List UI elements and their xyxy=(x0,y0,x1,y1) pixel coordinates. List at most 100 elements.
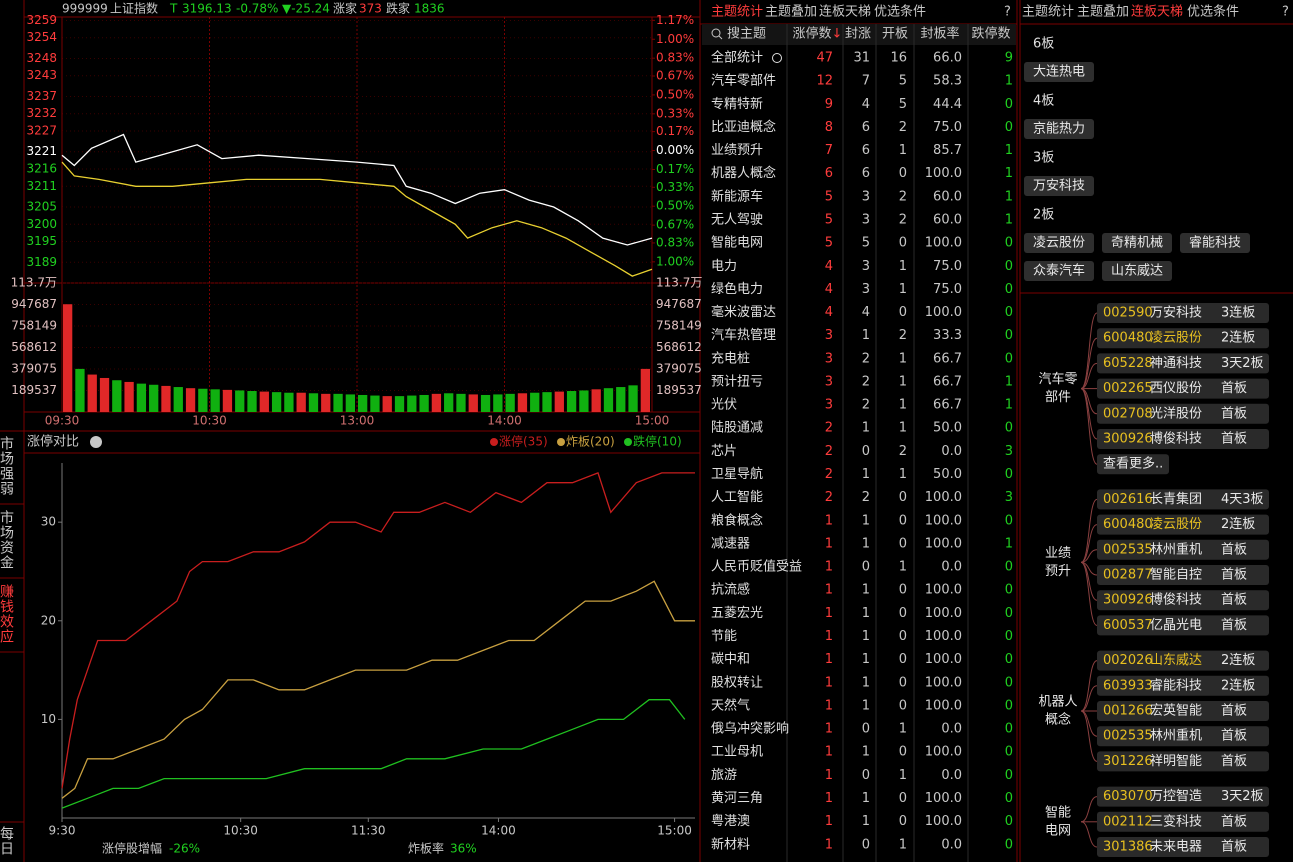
table-cell: 0 xyxy=(1005,467,1013,482)
volume-bar xyxy=(640,368,650,412)
search[interactable]: 搜主题 xyxy=(727,27,766,42)
y-tick-label: 3189 xyxy=(26,255,57,269)
stock-row[interactable] xyxy=(1097,615,1269,636)
table-cell: 0 xyxy=(1005,236,1013,251)
table-cell: 5 xyxy=(862,236,870,251)
stock-row[interactable] xyxy=(1097,590,1269,611)
table-cell: 3 xyxy=(1005,490,1013,505)
stock-row[interactable] xyxy=(1097,303,1269,323)
stock-button[interactable] xyxy=(1102,233,1172,253)
stock-button[interactable] xyxy=(1024,233,1094,253)
table-cell: 4 xyxy=(825,259,833,274)
volume-bar xyxy=(591,389,601,412)
stock-code: 300926 xyxy=(1103,432,1153,447)
stock-button[interactable] xyxy=(1024,261,1094,281)
stock-row[interactable] xyxy=(1097,701,1269,721)
stock-row[interactable] xyxy=(1097,751,1269,772)
stock-button[interactable] xyxy=(1024,176,1094,196)
stock-row[interactable] xyxy=(1097,429,1269,449)
column-header[interactable]: 跌停数 xyxy=(971,26,1010,42)
column-header[interactable]: 封板率 xyxy=(920,26,959,42)
y2-tick-label: 0.33% xyxy=(656,106,694,120)
more-link[interactable]: 查看更多.. xyxy=(1103,456,1163,472)
group-label: 汽车零 xyxy=(1038,371,1077,387)
table-cell: 1 xyxy=(825,837,833,852)
volume-tick-label: 379075 xyxy=(11,361,57,375)
tab[interactable]: 主题统计 xyxy=(1022,5,1074,20)
stock-tag: 首板 xyxy=(1221,432,1247,447)
tab[interactable]: 主题叠加 xyxy=(765,5,817,20)
tab[interactable]: 主题统计 xyxy=(711,5,763,20)
info-icon[interactable] xyxy=(90,436,102,448)
stock-button[interactable] xyxy=(1024,119,1094,139)
stock-row[interactable] xyxy=(1097,403,1269,424)
table-cell: 6 xyxy=(862,166,870,181)
stock-tag: 首板 xyxy=(1221,406,1247,421)
tab[interactable]: 连板天梯 xyxy=(1131,4,1183,20)
stock-name[interactable]: 京能热力 xyxy=(1033,122,1085,137)
tab[interactable]: 优选条件 xyxy=(1187,4,1239,20)
stock-tag: 2连板 xyxy=(1221,516,1255,532)
column-header[interactable]: 封涨 xyxy=(845,27,871,42)
y2-tick-label: 0.67% xyxy=(656,218,694,232)
stock-name[interactable]: 众泰汽车 xyxy=(1033,263,1085,279)
stock-tag: 首板 xyxy=(1221,814,1247,829)
connector xyxy=(1080,685,1098,712)
stock-row[interactable] xyxy=(1097,675,1269,696)
volume-bar xyxy=(333,393,343,412)
side-tab[interactable]: 市场强弱 xyxy=(0,435,14,496)
stock-row[interactable] xyxy=(1097,539,1269,560)
tab[interactable]: 连板天梯 xyxy=(819,4,871,20)
legend-label: 涨停(35) xyxy=(499,434,548,449)
y2-tick-label: 0.50% xyxy=(656,87,694,101)
stock-button[interactable] xyxy=(1180,233,1250,253)
stock-row[interactable] xyxy=(1097,565,1269,585)
stock-row[interactable] xyxy=(1097,328,1269,349)
help[interactable]: ? xyxy=(1004,5,1011,20)
stock-row[interactable] xyxy=(1097,650,1269,671)
tab[interactable]: 优选条件 xyxy=(874,4,926,20)
stock-button[interactable] xyxy=(1024,62,1094,82)
side-tab[interactable]: 市场资金 xyxy=(0,509,14,570)
x-tick-label: 14:00 xyxy=(481,824,516,838)
stock-name[interactable]: 万安科技 xyxy=(1033,179,1085,194)
down-count: 1836 xyxy=(414,2,445,16)
stock-row[interactable] xyxy=(1097,378,1269,399)
index-pct: -0.78% xyxy=(236,2,278,16)
stock-name[interactable]: 大连热电 xyxy=(1033,64,1085,80)
side-tab[interactable]: 每日 xyxy=(0,826,14,856)
table-cell: 2 xyxy=(825,467,833,482)
x-tick-label: 10:30 xyxy=(192,414,227,428)
help[interactable]: ? xyxy=(1282,5,1289,20)
group-label: 智能 xyxy=(1045,805,1071,820)
column-header[interactable]: 开板 xyxy=(882,27,908,42)
stock-button[interactable] xyxy=(1102,261,1172,281)
stock-name[interactable]: 睿能科技 xyxy=(1189,236,1241,251)
stock-row[interactable] xyxy=(1097,837,1269,857)
table-cell: 5 xyxy=(825,212,833,227)
column-header[interactable]: 涨停数 xyxy=(792,26,831,42)
stock-code: 600480 xyxy=(1103,331,1153,346)
table-cell: 0 xyxy=(862,837,870,852)
table-cell: 3 xyxy=(862,212,870,227)
stock-row[interactable] xyxy=(1097,811,1269,832)
y-tick-label: 10 xyxy=(41,712,56,726)
stock-name[interactable]: 凌云股份 xyxy=(1033,236,1085,251)
stock-row[interactable] xyxy=(1097,489,1269,510)
stock-code: 301386 xyxy=(1103,840,1153,855)
stock-name[interactable]: 山东威达 xyxy=(1111,264,1163,279)
table-cell: 0 xyxy=(899,629,907,644)
table-cell: 60.0 xyxy=(933,189,962,204)
stock-row[interactable] xyxy=(1097,514,1269,535)
side-tab[interactable]: 赚钱效应 xyxy=(0,584,14,644)
more-button[interactable] xyxy=(1097,454,1169,475)
search-icon xyxy=(718,35,723,40)
table-cell: 0 xyxy=(862,560,870,575)
stock-name[interactable]: 奇精机械 xyxy=(1111,235,1163,251)
stock-row[interactable] xyxy=(1097,786,1269,807)
stock-row[interactable] xyxy=(1097,726,1269,747)
stock-name: 祥明智能 xyxy=(1150,754,1202,769)
stock-row[interactable] xyxy=(1097,353,1269,374)
tab[interactable]: 主题叠加 xyxy=(1077,5,1129,20)
